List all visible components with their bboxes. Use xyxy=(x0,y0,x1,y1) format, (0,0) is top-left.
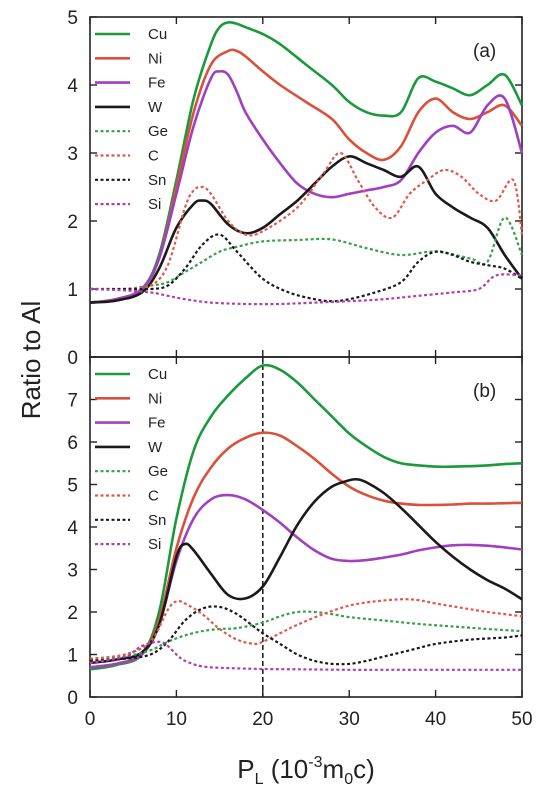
legend-label-cu: Cu xyxy=(148,26,167,43)
series-line-w xyxy=(89,155,524,304)
panel-b: 0 1 2 3 4 5 6 7 0 10 20 30 40 50 Cu Ni Fe W Ge C Sn Si (b) xyxy=(67,356,533,730)
series-line-c xyxy=(89,151,524,291)
series-line-sn xyxy=(89,605,523,666)
panel-label: (a) xyxy=(473,41,496,62)
legend-label-sn: Sn xyxy=(148,512,166,529)
legend-label-ni: Ni xyxy=(148,50,162,67)
legend-label-w: W xyxy=(148,439,163,456)
x-axis-label-sub-l: L xyxy=(255,771,264,788)
series-line-ni xyxy=(89,431,523,669)
y-tick-label: 0 xyxy=(67,688,78,709)
series-line-sn xyxy=(90,233,523,303)
series-line-w xyxy=(89,477,523,665)
legend-label-fe: Fe xyxy=(148,415,166,432)
legend-label-ge: Ge xyxy=(148,463,168,480)
series-line-fe xyxy=(89,69,524,304)
x-tick-label: 10 xyxy=(166,709,187,730)
legend-label-c: C xyxy=(148,148,159,165)
y-tick-label: 5 xyxy=(67,476,78,497)
x-axis-label-sub-0: 0 xyxy=(344,771,353,788)
y-tick-label: 4 xyxy=(67,76,78,97)
y-tick-label: 5 xyxy=(67,8,78,29)
panel-a: 0 1 2 3 4 5 Cu Ni Fe W Ge C Sn Si (a) xyxy=(67,8,524,369)
panel-label: (b) xyxy=(473,381,496,402)
legend-label-c: C xyxy=(148,488,159,505)
series-line-ge xyxy=(89,216,524,291)
x-axis-label-m: m xyxy=(323,754,345,784)
series-line-ge xyxy=(89,610,523,662)
x-tick-label: 20 xyxy=(252,709,273,730)
x-axis-label-p: P xyxy=(237,754,254,784)
y-tick-label: 1 xyxy=(67,280,78,301)
legend-label-w: W xyxy=(148,99,163,116)
series-line-cu xyxy=(89,363,523,671)
y-tick-label: 3 xyxy=(67,144,78,165)
x-tick-label: 0 xyxy=(85,709,96,730)
x-tick-label: 50 xyxy=(511,709,532,730)
y-tick-label: 2 xyxy=(67,603,78,624)
y-tick-label: 6 xyxy=(67,433,78,454)
x-tick-label: 30 xyxy=(339,709,360,730)
y-tick-label: 4 xyxy=(67,518,78,539)
series-line-si xyxy=(89,640,522,671)
x-tick-label: 40 xyxy=(425,709,446,730)
y-tick-label: 1 xyxy=(67,646,78,667)
legend-label-si: Si xyxy=(148,536,161,553)
y-tick-label: 7 xyxy=(67,391,78,412)
legend-label-ge: Ge xyxy=(148,123,168,140)
legend-label-sn: Sn xyxy=(148,172,166,189)
y-tick-label: 2 xyxy=(67,212,78,233)
legend-label-ni: Ni xyxy=(148,390,162,407)
x-axis-label-close: c) xyxy=(353,754,375,784)
legend-label-cu: Cu xyxy=(148,366,167,383)
x-axis-label-open: (10 xyxy=(263,754,308,784)
x-axis-label: PL (10-3m0c) xyxy=(237,754,375,788)
y-tick-label: 0 xyxy=(67,348,78,369)
series-line-c xyxy=(89,598,523,660)
series-line-ni xyxy=(89,48,524,304)
legend-label-si: Si xyxy=(148,196,161,213)
y-axis-label: Ratio to Al xyxy=(16,301,46,420)
series-line-cu xyxy=(89,20,524,304)
legend-label-fe: Fe xyxy=(148,75,166,92)
x-axis-label-exp: -3 xyxy=(308,754,322,771)
y-tick-label: 3 xyxy=(67,561,78,582)
